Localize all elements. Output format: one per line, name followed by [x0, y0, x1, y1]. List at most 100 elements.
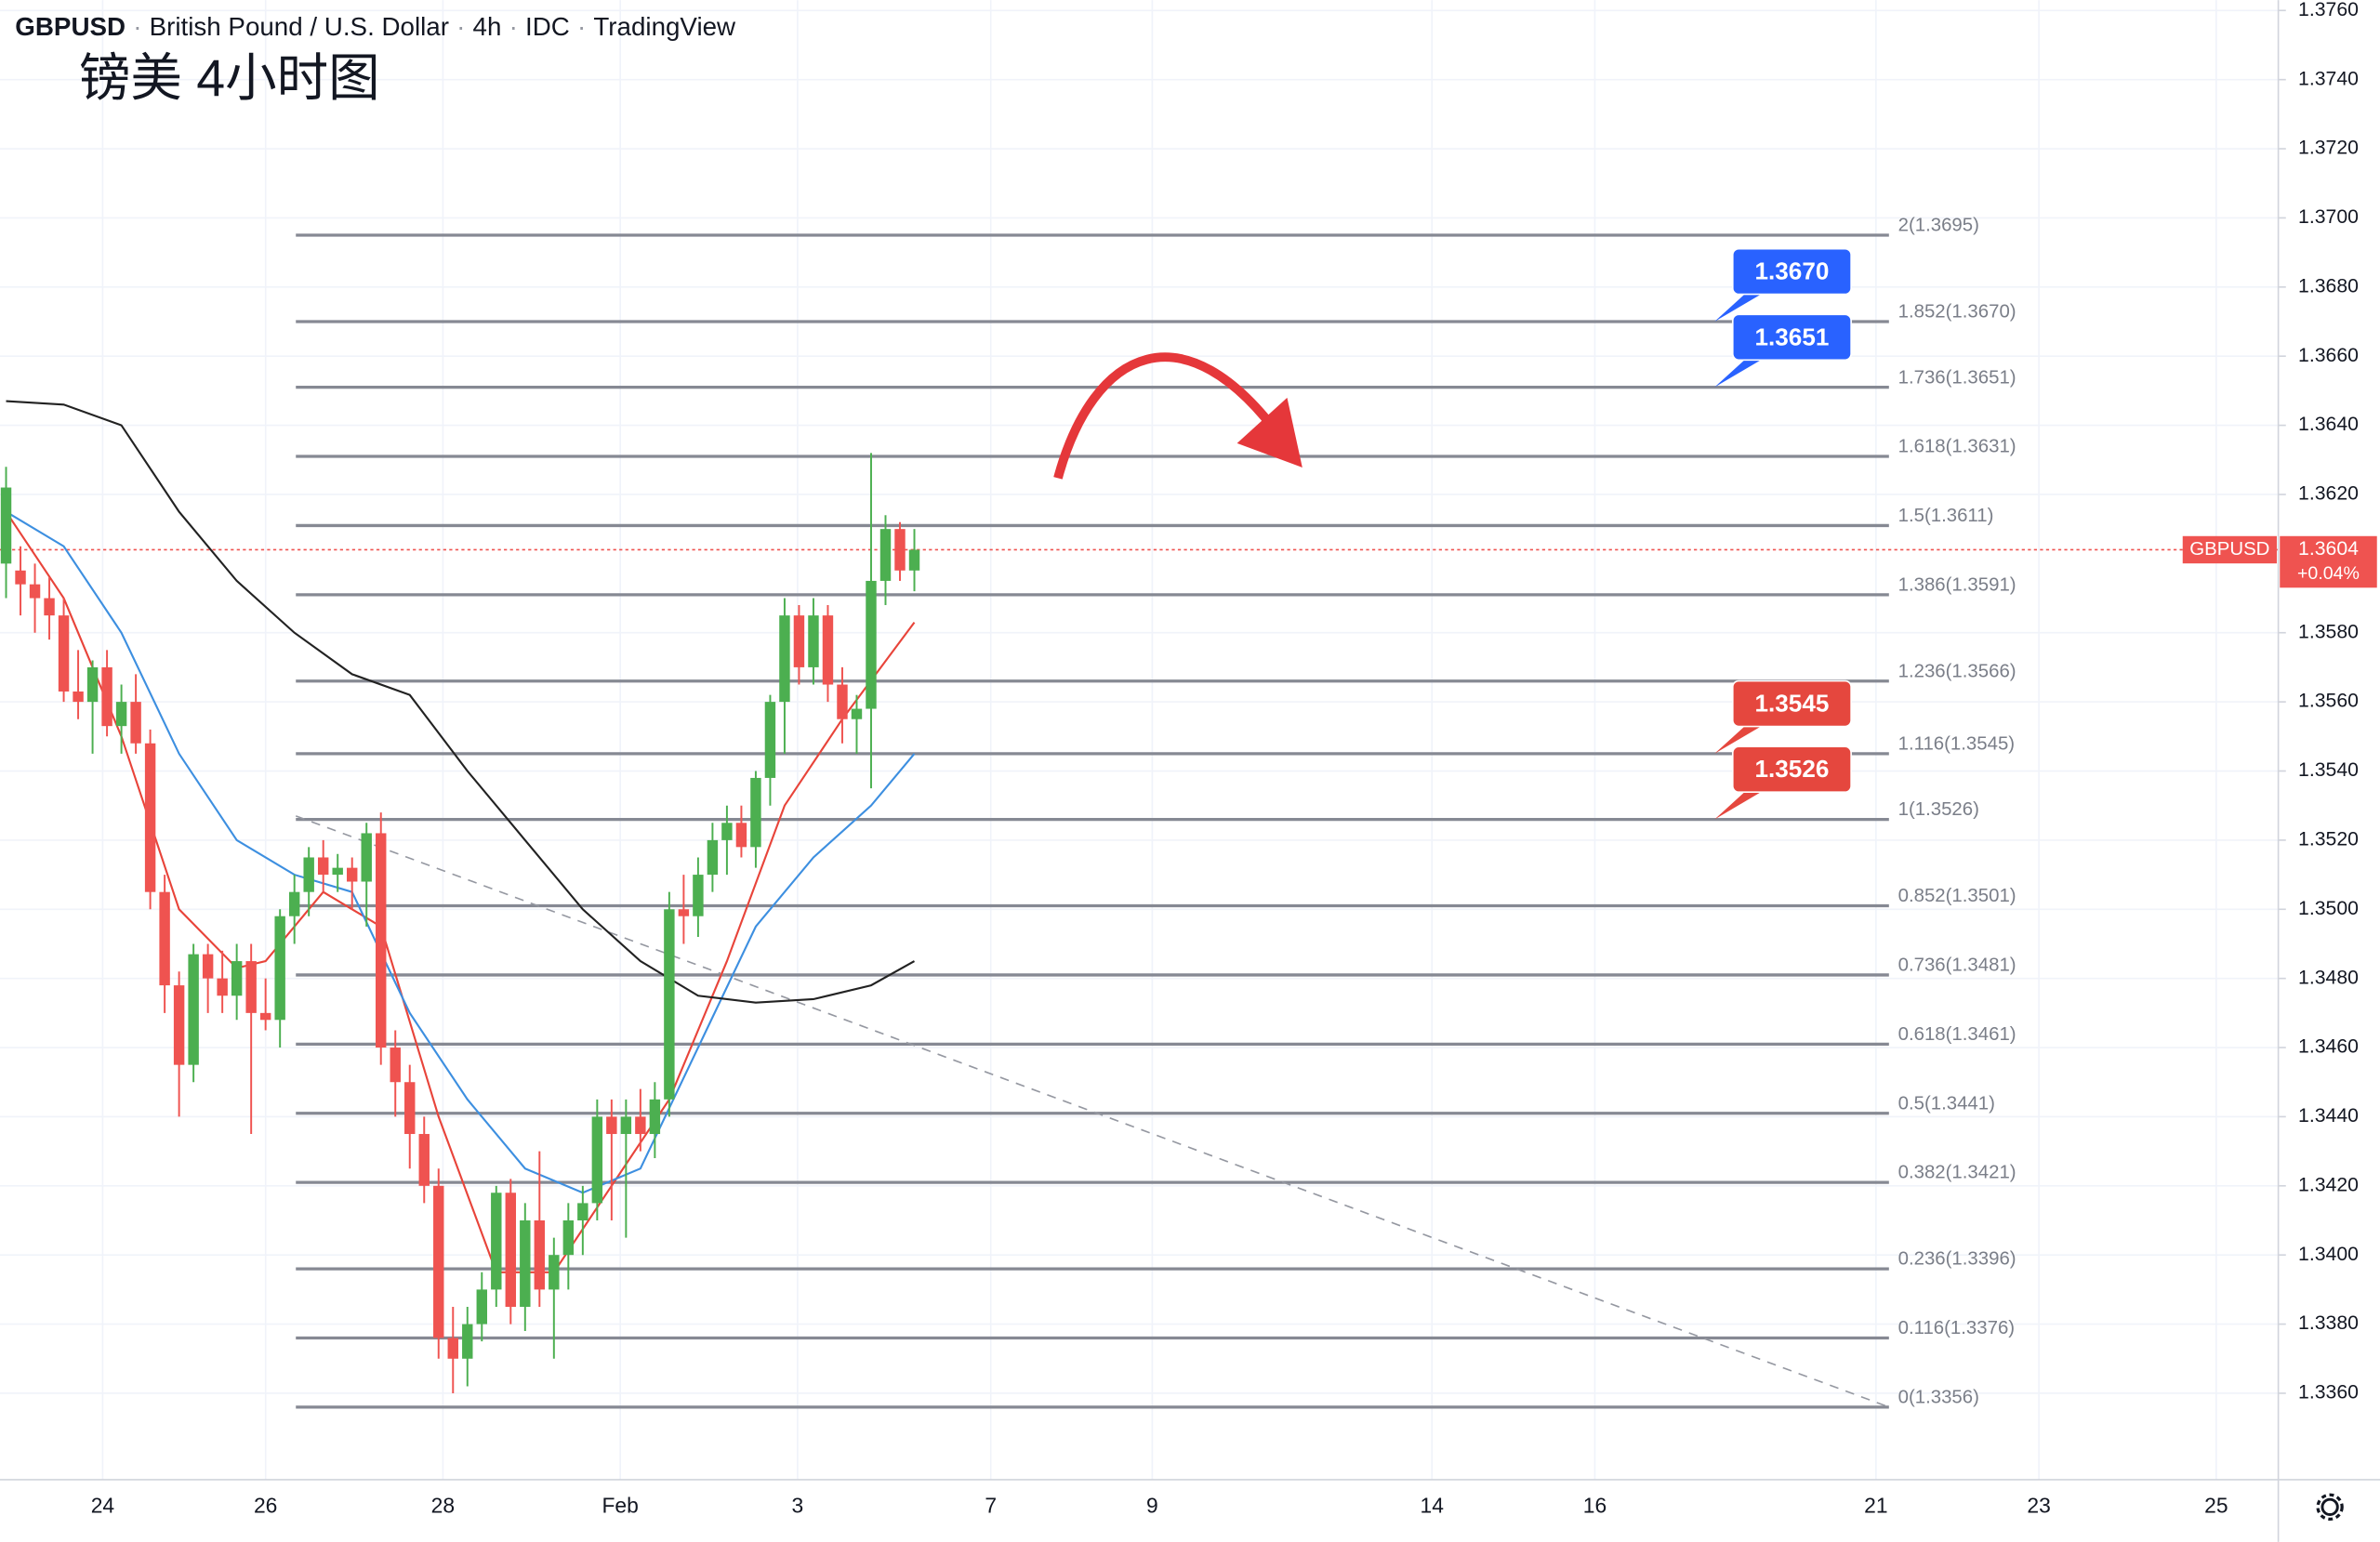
candle-body [693, 875, 704, 916]
candle-body [894, 529, 906, 571]
fib-label: 0.236(1.3396) [1898, 1249, 2016, 1270]
candle-body [361, 833, 372, 882]
candle-body [159, 891, 170, 986]
header: GBPUSD · British Pound / U.S. Dollar · 4h · ID… [15, 12, 736, 41]
y-tick-label: 1.3360 [2298, 1382, 2359, 1404]
fib-label: 2(1.3695) [1898, 216, 1979, 236]
candle-body [707, 839, 719, 876]
fib-label: 1.852(1.3670) [1898, 302, 2016, 323]
y-tick-label: 1.3380 [2298, 1312, 2359, 1334]
y-tick-label: 1.3680 [2298, 275, 2359, 297]
candle-body [808, 615, 819, 667]
x-tick-label: 7 [985, 1493, 997, 1517]
y-tick-label: 1.3640 [2298, 414, 2359, 435]
candle-body [303, 857, 314, 892]
candle-body [505, 1193, 517, 1307]
candle-body [908, 549, 920, 571]
candle-body [259, 1012, 271, 1021]
fib-label: 1.5(1.3611) [1898, 506, 1994, 526]
x-tick-label: 9 [1146, 1493, 1158, 1517]
y-tick-label: 1.3580 [2298, 621, 2359, 642]
y-tick-label: 1.3760 [2298, 0, 2359, 20]
candle-body [476, 1289, 487, 1325]
y-tick-label: 1.3560 [2298, 691, 2359, 712]
fib-label: 0.618(1.3461) [1898, 1024, 2016, 1045]
fib-retracement: 2(1.3695) 1.852(1.3670) 1.736(1.3651) 1.618… [295, 216, 2016, 1409]
price-tag [2280, 535, 2377, 588]
candle-body [101, 666, 112, 727]
candle-body [188, 954, 199, 1065]
fib-label: 1.386(1.3591) [1898, 574, 2016, 595]
x-tick-label: 23 [2027, 1493, 2050, 1517]
candle-body [649, 1099, 661, 1135]
x-tick-label: 21 [1864, 1493, 1887, 1517]
callout-pointer [1714, 723, 1766, 754]
callout-box [1731, 313, 1852, 362]
fib-label: 1.236(1.3566) [1898, 661, 2016, 681]
fib-label: 0.116(1.3376) [1898, 1318, 2015, 1338]
candle-body [231, 961, 243, 996]
x-tick-label: 24 [91, 1493, 115, 1517]
symbol-label: GBPUSD [2189, 539, 2269, 560]
candle-body [86, 666, 99, 703]
candle-body [664, 909, 675, 1100]
fib-label: 0(1.3356) [1898, 1387, 1979, 1407]
candle-body [750, 777, 761, 848]
candle-body [144, 743, 156, 892]
callout-box [1731, 679, 1852, 728]
y-tick-label: 1.3460 [2298, 1036, 2359, 1058]
separator: · [577, 12, 586, 41]
price-label: 1.3604 [2298, 538, 2359, 560]
callout-label: 1.3526 [1755, 755, 1830, 783]
candle-body [44, 598, 55, 616]
candle-body [274, 916, 285, 1021]
y-tick-label: 1.3400 [2298, 1244, 2359, 1265]
symbol-tag [2182, 535, 2277, 564]
callout-pointer [1714, 788, 1766, 820]
callout-pointer [1714, 291, 1766, 323]
candle-body [15, 570, 26, 585]
candle-body [0, 487, 12, 564]
price-callout: 1.3670 [1714, 247, 1852, 323]
candle-body [202, 954, 214, 979]
candle-body [115, 702, 127, 727]
fib-label: 1.116(1.3545) [1898, 734, 2015, 755]
price-callout: 1.3651 [1714, 313, 1852, 388]
x-tick-label: 25 [2204, 1493, 2228, 1517]
note: 镑美 4小时图 [79, 49, 380, 107]
candle-body [346, 867, 358, 882]
candle-body [332, 867, 343, 876]
candle-body [837, 684, 848, 719]
candle-body [620, 1116, 632, 1135]
fib-label: 1.618(1.3631) [1898, 437, 2016, 457]
moving-average [5, 510, 916, 1194]
fib-label: 0.736(1.3481) [1898, 956, 2016, 976]
candle-body [606, 1116, 617, 1135]
candle-body [879, 529, 892, 581]
arrow [1053, 352, 1287, 480]
callout-pointer [1714, 357, 1766, 388]
settings-icon[interactable] [2316, 1493, 2344, 1522]
x-tick-label: 16 [1583, 1493, 1606, 1517]
candle-body [549, 1255, 560, 1290]
candle-body [73, 691, 84, 703]
price-callout: 1.3526 [1714, 745, 1852, 820]
candle-body [577, 1203, 588, 1221]
candle-body [562, 1220, 575, 1256]
y-tick-label: 1.3500 [2298, 898, 2359, 919]
fib-label: 1.736(1.3651) [1898, 367, 2016, 388]
y-tick-label: 1.3700 [2298, 206, 2359, 228]
candle-body [764, 702, 776, 778]
candle-body [779, 615, 790, 703]
y-tick-label: 1.3660 [2298, 345, 2359, 366]
y-tick-label: 1.3420 [2298, 1174, 2359, 1195]
candle-body [678, 909, 690, 916]
fib-label: 0.382(1.3421) [1898, 1163, 2016, 1183]
change-label: +0.04% [2297, 563, 2360, 584]
candle-body [390, 1048, 401, 1083]
y-tick-label: 1.3740 [2298, 68, 2359, 89]
separator: · [509, 12, 518, 41]
candle-body [735, 823, 747, 848]
callout-box [1731, 745, 1852, 794]
